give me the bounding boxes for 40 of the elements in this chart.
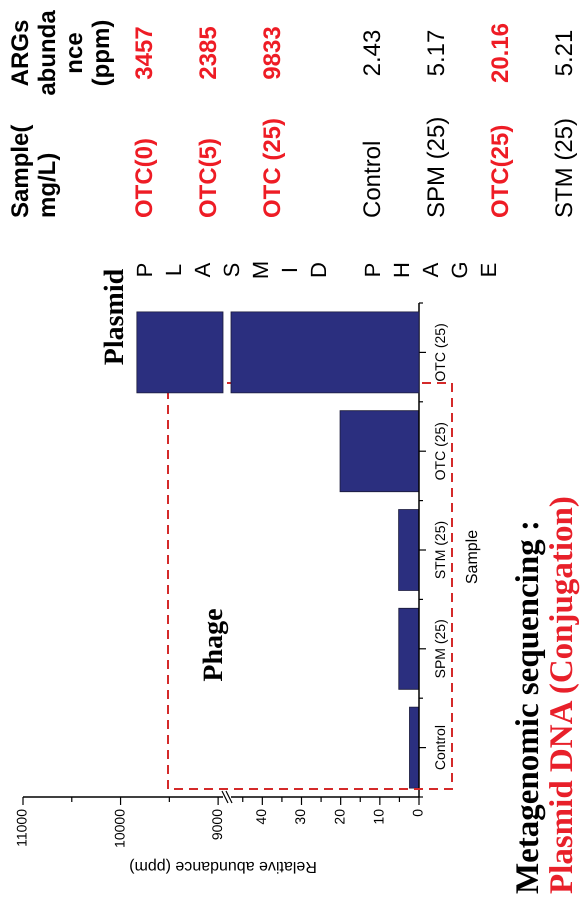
annotation: Phage (198, 608, 229, 682)
category-label: OTC (25) (259, 118, 286, 218)
data-label: 20.16 (487, 22, 514, 84)
y-tick-label: OTC (25) (432, 323, 448, 382)
x-tick-label: 11000 (14, 808, 30, 847)
bar (340, 410, 420, 492)
x-tick-label: 10 (370, 808, 387, 825)
data-label: 2.43 (359, 30, 386, 76)
text: PHAGE (360, 261, 501, 279)
bar (398, 608, 420, 690)
data-label: 2385 (195, 26, 222, 80)
bar (409, 706, 420, 789)
bar (398, 509, 420, 591)
y-tick-label: SPM (25) (432, 619, 448, 678)
category-label: STM (25) (551, 118, 578, 218)
text: PLASMID (132, 260, 331, 280)
text: ARGs abundance (ppm) (7, 10, 115, 96)
category-label: OTC(0) (131, 138, 158, 218)
category-label: OTC(5) (195, 138, 222, 218)
text: Metagenomic sequencing : (510, 520, 546, 894)
x-tick-label: 30 (292, 808, 308, 825)
y-axis-title: Sample (464, 530, 481, 584)
data-label: 5.17 (423, 30, 450, 76)
x-axis-title: Relative abundance (ppm) (129, 858, 317, 875)
x-tick-label: 9000 (208, 808, 225, 840)
category-label: OTC(25) (487, 124, 514, 218)
category-label: Control (359, 140, 386, 218)
x-tick-label: 0 (410, 808, 426, 817)
y-tick-label: Control (432, 725, 448, 770)
y-tick-label: OTC (25) (432, 422, 448, 480)
text: Plasmid DNA (Conjugation) (544, 496, 580, 894)
data-label: 9833 (259, 26, 286, 80)
x-tick-label: 20 (331, 808, 348, 825)
data-label: 3457 (131, 26, 158, 80)
text: Sample(mg/L) (7, 124, 61, 218)
annotation: Plasmid (99, 268, 130, 366)
y-tick-label: STM (25) (432, 520, 448, 580)
data-label: 5.21 (551, 30, 578, 76)
x-tick-label: 10000 (111, 808, 128, 848)
x-tick-label: 40 (253, 808, 270, 825)
